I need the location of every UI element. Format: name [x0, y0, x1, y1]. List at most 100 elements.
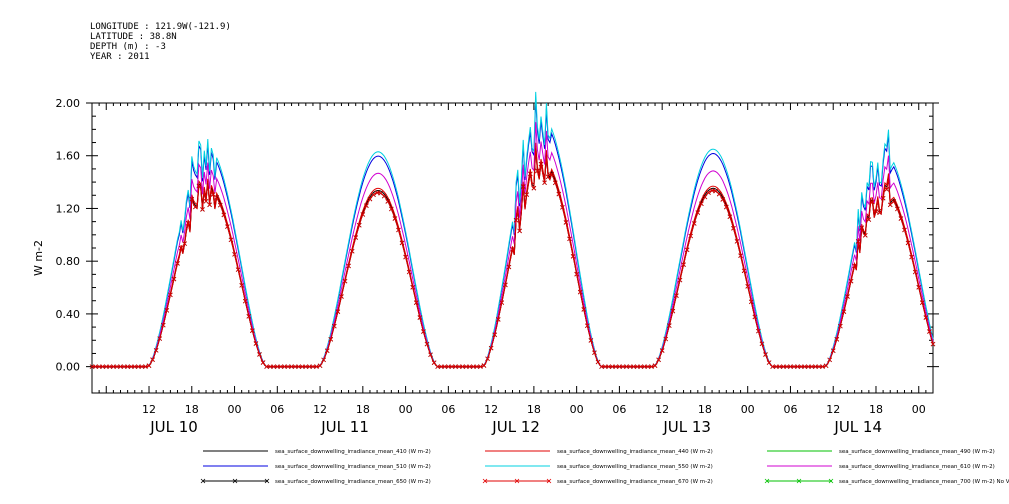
series-marker-7 [278, 364, 284, 369]
series-marker-7 [663, 336, 669, 342]
x-date-label: JUL 11 [320, 418, 369, 436]
series-marker-7 [193, 204, 198, 210]
series-line-1 [92, 142, 934, 368]
series-marker-7 [178, 245, 184, 251]
series-marker-7 [830, 348, 836, 354]
series-marker-7 [403, 254, 408, 260]
legend-entry-6: sea_surface_downwelling_irradiance_mean_… [275, 479, 431, 485]
series-marker-7 [517, 228, 522, 234]
x-tick-label: 06 [612, 403, 626, 416]
series-marker-7 [759, 341, 765, 347]
series-marker-7 [367, 196, 373, 202]
series-marker-7 [410, 285, 416, 290]
legend-entry-2: sea_surface_downwelling_irradiance_mean_… [839, 449, 995, 455]
series-marker-7 [289, 364, 294, 369]
series-marker-7 [602, 364, 608, 369]
series-marker-7 [435, 364, 440, 369]
series-marker-7 [381, 193, 387, 199]
series-marker-7 [691, 221, 697, 226]
x-date-label: JUL 14 [833, 418, 882, 436]
series-marker-7 [100, 364, 105, 369]
series-marker-7 [303, 364, 309, 369]
series-marker-7 [478, 364, 483, 369]
series-marker-7 [745, 284, 750, 289]
series-marker-7 [816, 364, 822, 369]
series-marker-7 [795, 364, 800, 369]
series-marker-7 [232, 252, 237, 257]
series-marker-7 [143, 364, 148, 369]
x-tick-label: 00 [399, 403, 413, 416]
series-marker-7 [560, 205, 565, 210]
series-layer [89, 91, 936, 369]
series-marker-7 [242, 298, 248, 304]
series-marker-7 [713, 188, 718, 194]
series-marker-7 [282, 364, 287, 369]
series-marker-7 [877, 210, 882, 215]
series-marker-7 [471, 364, 476, 369]
series-marker-7 [631, 364, 636, 369]
series-marker-7 [920, 300, 925, 305]
series-marker-7 [139, 364, 145, 369]
series-marker-7 [456, 364, 462, 369]
series-marker-7 [624, 364, 629, 369]
series-line-4 [92, 91, 934, 368]
series-line-5 [92, 122, 934, 368]
series-marker-7 [524, 192, 530, 197]
series-marker-7 [927, 329, 932, 334]
series-marker-7 [93, 364, 98, 369]
series-marker-7 [805, 364, 811, 369]
x-tick-label: 12 [142, 403, 156, 416]
series-marker-7 [542, 180, 547, 186]
series-marker-7 [296, 364, 301, 369]
series-marker-7 [228, 237, 234, 243]
series-marker-7 [257, 352, 262, 357]
series-marker-7 [267, 364, 273, 369]
series-marker-7 [121, 364, 127, 369]
series-marker-7 [834, 337, 840, 342]
legend: sea_surface_downwelling_irradiance_mean_… [200, 449, 1009, 485]
series-marker-7 [446, 364, 451, 369]
series-marker-7 [417, 315, 423, 320]
series-marker-7 [781, 364, 786, 369]
series-marker-7 [556, 191, 562, 197]
series-marker-7 [770, 364, 775, 369]
y-tick-label: 0.40 [56, 308, 81, 321]
series-marker-7 [314, 364, 319, 369]
legend-marker-8 [764, 478, 770, 484]
series-marker-7 [855, 239, 861, 244]
series-marker-7 [460, 364, 465, 369]
legend-entry-0: sea_surface_downwelling_irradiance_mean_… [275, 449, 431, 455]
series-marker-7 [528, 171, 533, 177]
legend-entry-1: sea_surface_downwelling_irradiance_mean_… [557, 449, 713, 455]
series-marker-7 [353, 235, 358, 240]
series-marker-7 [424, 341, 430, 347]
series-marker-7 [488, 345, 494, 351]
series-marker-7 [880, 195, 886, 201]
series-marker-7 [506, 264, 512, 270]
series-marker-7 [96, 364, 102, 369]
series-marker-7 [239, 283, 244, 288]
series-marker-7 [107, 364, 113, 369]
series-marker-7 [214, 195, 220, 200]
series-marker-7 [699, 201, 704, 207]
series-marker-7 [706, 190, 711, 195]
series-marker-7 [574, 271, 579, 277]
series-marker-7 [884, 187, 889, 192]
series-marker-7 [823, 363, 829, 369]
series-marker-7 [863, 233, 868, 238]
series-marker-7 [813, 364, 818, 369]
series-marker-7 [677, 277, 683, 283]
series-marker-7 [481, 363, 487, 368]
legend-marker-6 [232, 478, 238, 484]
series-marker-7 [399, 240, 405, 246]
series-marker-7 [670, 308, 676, 314]
series-marker-7 [538, 161, 544, 167]
series-marker-7 [848, 278, 854, 284]
series-marker-7 [841, 309, 847, 314]
series-marker-7 [870, 199, 875, 205]
series-marker-7 [752, 314, 758, 320]
series-marker-7 [442, 364, 448, 369]
series-marker-7 [702, 194, 708, 200]
legend-entry-7: sea_surface_downwelling_irradiance_mean_… [557, 479, 713, 485]
series-marker-7 [275, 364, 280, 369]
